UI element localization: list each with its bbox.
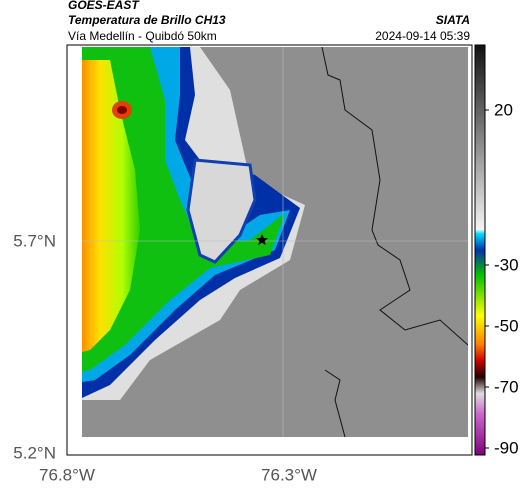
lat-label: 5.2°N bbox=[13, 443, 56, 462]
colorbar-label: -50 bbox=[494, 316, 519, 335]
colorbar-label: -30 bbox=[494, 255, 519, 274]
location: Vía Medellín - Quibdó 50km bbox=[68, 29, 217, 43]
subtitle: Temperatura de Brillo CH13 bbox=[68, 13, 226, 27]
satellite-image bbox=[82, 47, 468, 437]
timestamp: 2024-09-14 05:39 bbox=[375, 29, 470, 43]
source: SIATA bbox=[436, 13, 470, 27]
colorbar-label: -90 bbox=[494, 438, 519, 457]
lat-label: 5.7°N bbox=[13, 231, 56, 250]
colorbar-label: -70 bbox=[494, 377, 519, 396]
lon-label: 76.3°W bbox=[261, 465, 317, 484]
colorbar bbox=[474, 44, 486, 456]
colorbar-ticks bbox=[485, 109, 489, 449]
map-frame bbox=[66, 44, 473, 456]
title: GOES-EAST bbox=[68, 0, 140, 12]
colorbar-label: 20 bbox=[494, 100, 513, 119]
lon-label: 76.8°W bbox=[39, 465, 95, 484]
